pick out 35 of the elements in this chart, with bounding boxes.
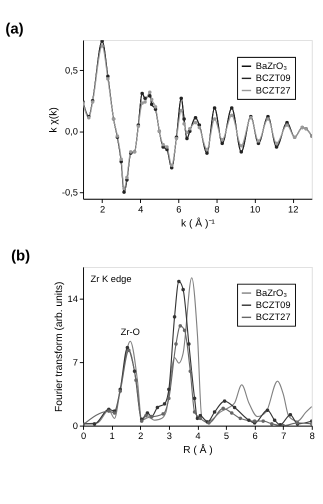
- legend-label: BCZT27: [256, 312, 291, 322]
- x-tick-label: 5: [224, 431, 230, 442]
- annotation: Zr-O: [120, 326, 140, 337]
- x-tick-label: 4: [138, 204, 144, 214]
- x-tick-label: 12: [288, 204, 298, 214]
- x-tick-label: 6: [176, 204, 182, 214]
- annotation: Zr K edge: [90, 274, 132, 284]
- x-tick-label: 8: [310, 431, 315, 442]
- y-axis-title: k χ(k): [48, 107, 60, 133]
- y-tick-label: 7: [72, 357, 78, 368]
- legend-label: BCZT09: [256, 73, 291, 84]
- legend-label: BaZrO₃: [256, 288, 288, 298]
- x-tick-label: 8: [214, 204, 220, 214]
- x-tick-label: 2: [138, 431, 144, 442]
- y-tick-label: -0,5: [62, 187, 78, 198]
- x-tick-label: 7: [281, 431, 286, 442]
- chart-title: (a): [5, 20, 24, 38]
- x-tick-label: 3: [166, 431, 172, 442]
- x-axis-title: R ( Å ): [183, 444, 213, 456]
- y-tick-label: 0: [72, 420, 78, 431]
- legend-label: BaZrO₃: [256, 61, 288, 72]
- x-tick-label: 4: [195, 431, 201, 442]
- y-tick-label: 0,0: [64, 126, 78, 136]
- x-tick-label: 2: [100, 204, 106, 214]
- y-tick-label: 14: [68, 294, 78, 304]
- x-tick-label: 1: [110, 431, 115, 442]
- legend-label: BCZT09: [256, 300, 291, 310]
- y-tick-label: 0,5: [64, 66, 78, 76]
- x-tick-label: 10: [250, 204, 260, 214]
- chart-title: (b): [11, 247, 30, 264]
- x-tick-label: 6: [252, 431, 258, 442]
- y-axis-title: Fourier transform (arb. units): [54, 282, 65, 412]
- x-axis-title: k ( Å )⁻¹: [181, 217, 216, 230]
- legend-label: BCZT27: [256, 85, 291, 96]
- x-tick-label: 0: [80, 431, 86, 442]
